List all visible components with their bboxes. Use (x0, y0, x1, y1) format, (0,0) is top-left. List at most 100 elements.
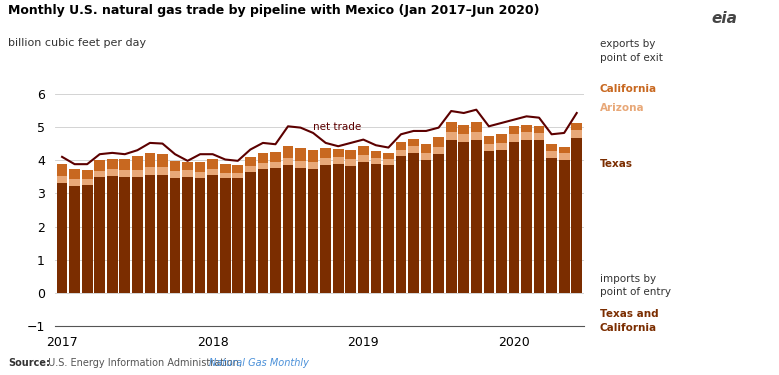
Bar (509, 126, 520, 134)
Bar (333, 157, 344, 164)
Bar (119, 171, 130, 177)
Bar (245, 166, 256, 172)
Bar (345, 150, 356, 159)
Bar (82, 185, 93, 293)
Bar (358, 155, 368, 162)
Bar (458, 142, 469, 293)
Text: U.S. Energy Information Administration,: U.S. Energy Information Administration, (45, 357, 245, 368)
Bar (534, 133, 545, 140)
Bar (82, 179, 93, 185)
Bar (132, 177, 143, 293)
Bar (345, 166, 356, 293)
Bar (220, 164, 231, 173)
Text: Monthly U.S. natural gas trade by pipeline with Mexico (Jan 2017–Jun 2020): Monthly U.S. natural gas trade by pipeli… (8, 4, 539, 17)
Bar (396, 150, 407, 156)
Text: imports by
point of entry: imports by point of entry (600, 274, 671, 297)
Bar (571, 123, 582, 130)
Bar (145, 153, 155, 167)
Bar (571, 138, 582, 293)
Bar (207, 169, 218, 175)
Bar (534, 126, 545, 133)
Bar (170, 160, 181, 171)
Text: California: California (600, 84, 657, 94)
Bar (157, 168, 167, 175)
Text: Arizona: Arizona (600, 103, 644, 113)
Bar (446, 122, 456, 132)
Bar (383, 159, 393, 165)
Bar (559, 147, 569, 153)
Bar (69, 180, 80, 186)
Bar (521, 124, 532, 132)
Bar (433, 147, 444, 154)
Bar (421, 153, 432, 159)
Bar (383, 153, 393, 159)
Bar (132, 170, 143, 177)
Bar (320, 165, 331, 293)
Bar (57, 165, 68, 176)
Bar (232, 173, 243, 178)
Bar (270, 162, 280, 168)
Bar (484, 136, 494, 144)
Bar (270, 168, 280, 293)
Bar (458, 134, 469, 142)
Bar (484, 144, 494, 151)
Bar (258, 170, 268, 293)
Bar (308, 170, 319, 293)
Bar (283, 165, 294, 293)
Bar (509, 134, 520, 142)
Text: Texas and
California: Texas and California (600, 309, 658, 333)
Bar (308, 150, 319, 162)
Bar (195, 172, 206, 178)
Bar (157, 154, 167, 168)
Bar (333, 164, 344, 293)
Bar (69, 186, 80, 293)
Bar (458, 125, 469, 134)
Bar (94, 160, 105, 171)
Bar (157, 175, 167, 293)
Bar (107, 170, 118, 176)
Bar (207, 175, 218, 293)
Bar (408, 139, 419, 146)
Bar (358, 162, 368, 293)
Text: Texas: Texas (600, 159, 633, 170)
Bar (371, 164, 381, 293)
Bar (295, 161, 306, 168)
Bar (383, 165, 393, 293)
Bar (496, 134, 506, 142)
Bar (295, 168, 306, 293)
Bar (559, 159, 569, 293)
Bar (559, 153, 569, 159)
Bar (57, 176, 68, 183)
Bar (471, 140, 481, 293)
Text: exports by
point of exit: exports by point of exit (600, 39, 663, 63)
Bar (270, 152, 280, 162)
Bar (119, 177, 130, 293)
Bar (333, 148, 344, 157)
Bar (258, 153, 268, 163)
Bar (182, 171, 193, 177)
Bar (245, 172, 256, 293)
Bar (521, 140, 532, 293)
Bar (433, 137, 444, 147)
Text: Natural Gas Monthly: Natural Gas Monthly (209, 357, 308, 368)
Bar (82, 170, 93, 179)
Bar (358, 146, 368, 155)
Bar (245, 156, 256, 166)
Bar (546, 144, 557, 150)
Bar (94, 177, 105, 293)
Bar (421, 144, 432, 153)
Bar (220, 173, 231, 178)
Bar (207, 159, 218, 169)
Bar (308, 162, 319, 170)
Bar (295, 148, 306, 161)
Bar (258, 163, 268, 170)
Bar (546, 158, 557, 293)
Bar (571, 130, 582, 138)
Bar (421, 159, 432, 293)
Bar (471, 122, 481, 132)
Bar (471, 132, 481, 140)
Bar (182, 162, 193, 171)
Bar (107, 159, 118, 170)
Bar (145, 167, 155, 175)
Bar (496, 142, 506, 150)
